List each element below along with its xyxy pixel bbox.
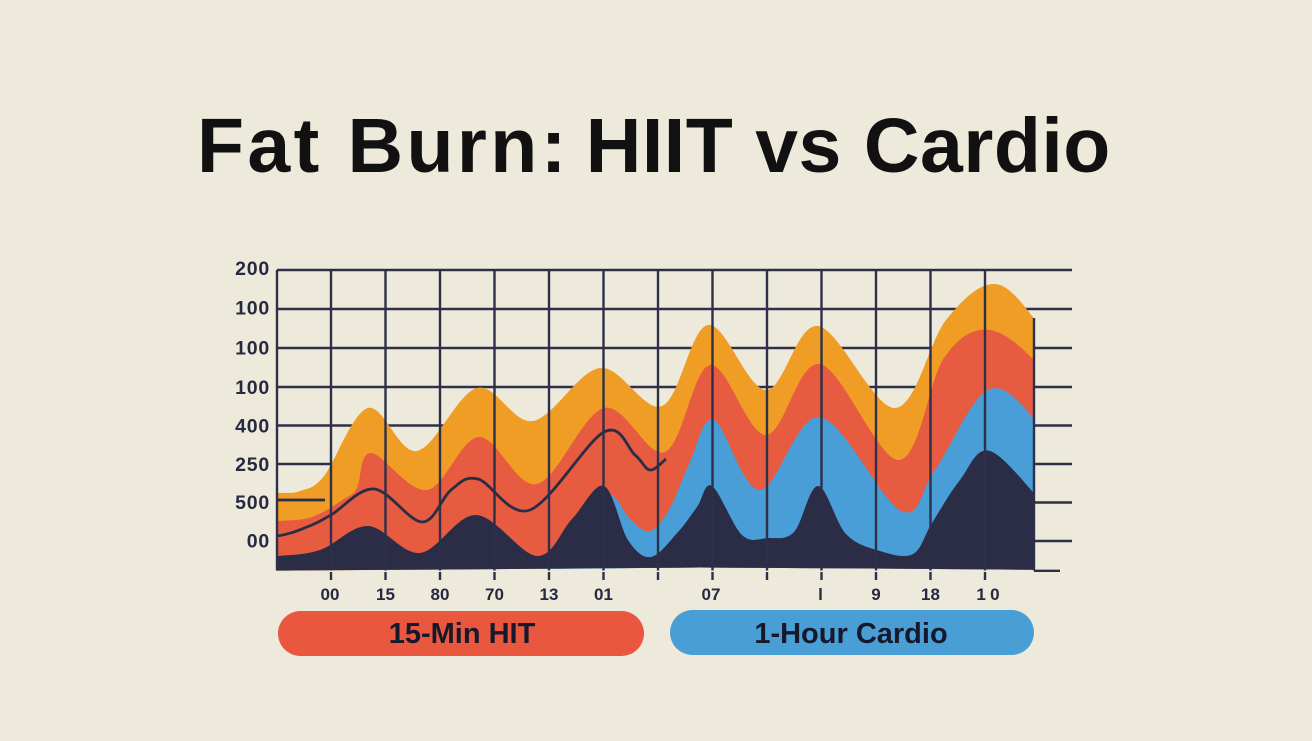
svg-text:1 0: 1 0 <box>976 585 999 604</box>
svg-text:250: 250 <box>235 454 270 476</box>
svg-text:100: 100 <box>235 377 270 399</box>
svg-text:13: 13 <box>540 585 559 604</box>
svg-text:00: 00 <box>321 585 340 604</box>
svg-text:07: 07 <box>702 585 721 604</box>
svg-text:9: 9 <box>871 585 880 604</box>
svg-text:15: 15 <box>376 585 395 604</box>
svg-text:01: 01 <box>594 585 613 604</box>
svg-text:100: 100 <box>235 298 270 320</box>
svg-text:Fat Burn: HIIT vs Cardio: Fat Burn: HIIT vs Cardio <box>197 103 1111 189</box>
svg-text:100: 100 <box>235 338 270 360</box>
svg-text:70: 70 <box>485 585 504 604</box>
svg-text:80: 80 <box>431 585 450 604</box>
svg-text:400: 400 <box>235 416 270 438</box>
svg-text:00: 00 <box>247 531 270 553</box>
svg-text:500: 500 <box>235 492 270 514</box>
svg-text:l: l <box>818 585 823 604</box>
svg-text:1-Hour Cardio: 1-Hour Cardio <box>754 618 947 650</box>
svg-text:18: 18 <box>921 585 940 604</box>
svg-text:200: 200 <box>235 258 270 280</box>
svg-text:15-Min HIT: 15-Min HIT <box>389 618 536 650</box>
